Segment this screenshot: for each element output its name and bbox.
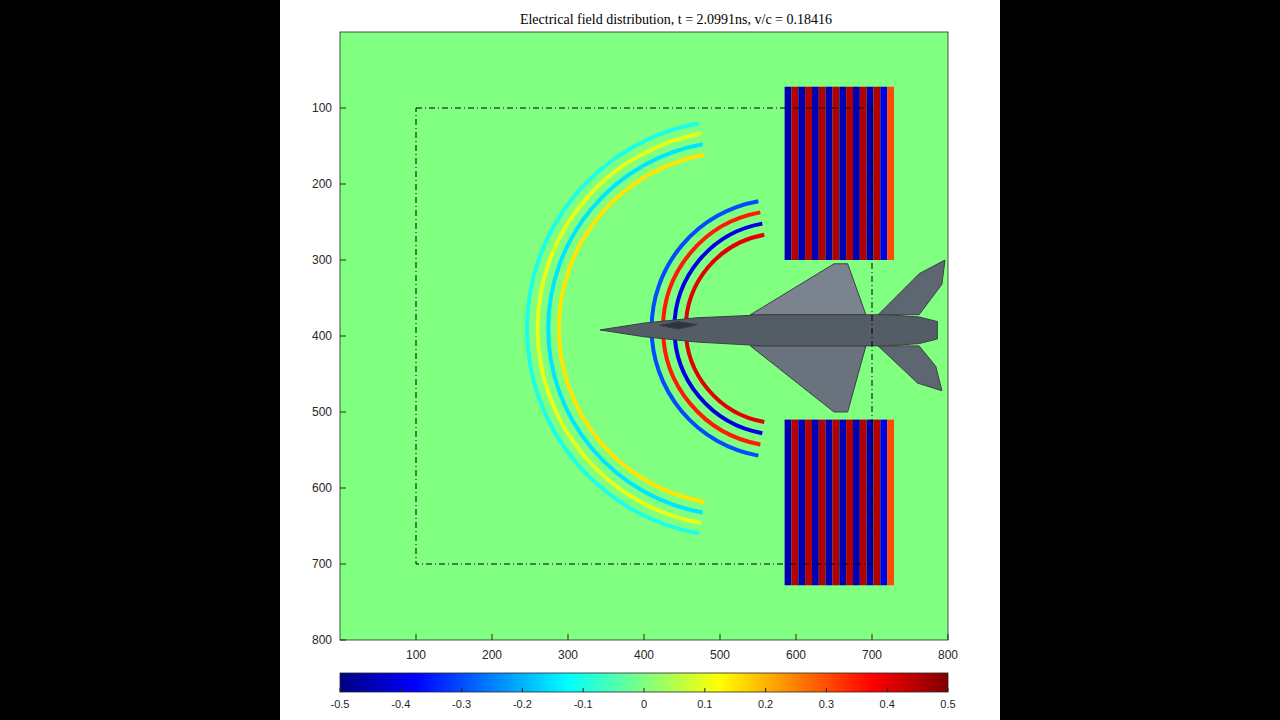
x-tick-label: 800 [938,648,958,662]
x-tick [720,634,721,640]
jet-canopy [659,322,697,330]
lower-stripe [819,420,826,586]
lower-stripe [839,420,846,586]
upper-stripe [860,87,867,260]
colorbar-tick-label: 0.2 [758,698,773,710]
x-tick-label: 500 [710,648,730,662]
upper-stripe [846,87,853,260]
lower-stripe [805,420,812,586]
x-tick [872,634,873,640]
colorbar-tick [400,688,401,692]
colorbar-tick-label: -0.2 [513,698,532,710]
colorbar-tick-label: 0.4 [880,698,895,710]
x-tick [568,634,569,640]
y-tick [340,184,346,185]
jet-wing [750,346,866,412]
colorbar-tick-label: -0.4 [391,698,410,710]
lower-stripe [791,420,798,586]
colorbar-tick [644,688,645,692]
y-tick-label: 800 [312,633,332,647]
y-tick [340,336,346,337]
colorbar-tick [765,688,766,692]
x-tick-label: 200 [482,648,502,662]
upper-stripe [853,87,860,260]
upper-stripe [819,87,826,260]
colorbar-tick-label: -0.1 [574,698,593,710]
x-tick [644,634,645,640]
y-tick-label: 300 [312,253,332,267]
colorbar [340,673,948,692]
y-tick-label: 500 [312,405,332,419]
y-tick [340,412,346,413]
x-tick [492,634,493,640]
upper-stripe [832,87,839,260]
y-tick-label: 700 [312,557,332,571]
x-tick-label: 400 [634,648,654,662]
lower-stripe [785,420,792,586]
colorbar-tick [826,688,827,692]
colorbar-tick [887,688,888,692]
x-tick [796,634,797,640]
lower-stripe [887,420,894,586]
upper-stripe [839,87,846,260]
y-tick-label: 200 [312,177,332,191]
colorbar-tick [948,688,949,692]
upper-stripe [791,87,798,260]
lower-stripe [874,420,881,586]
lower-stripe [798,420,805,586]
upper-stripe [887,87,894,260]
jet-fuselage [600,315,937,346]
y-tick [340,564,346,565]
figure-background [280,0,1000,720]
y-tick [340,640,346,641]
y-tick-label: 400 [312,329,332,343]
lower-stripe [860,420,867,586]
y-tick-label: 600 [312,481,332,495]
jet-tail [878,260,945,315]
lower-stripe [853,420,860,586]
boundary-box [416,108,872,564]
jet-wing [750,264,866,315]
x-tick-label: 100 [406,648,426,662]
lower-stripe [832,420,839,586]
lower-stripe [846,420,853,586]
colorbar-tick [461,688,462,692]
y-tick [340,488,346,489]
field-background [340,32,948,640]
upper-stripe [826,87,833,260]
upper-stripe [805,87,812,260]
colorbar-tick-label: 0.1 [697,698,712,710]
lower-stripe [880,420,887,586]
plot-area [340,32,948,640]
y-tick [340,108,346,109]
colorbar-tick-label: 0.5 [940,698,955,710]
colorbar-tick [704,688,705,692]
lower-stripe [826,420,833,586]
x-tick [948,634,949,640]
upper-stripe [880,87,887,260]
lower-stripe [812,420,819,586]
jet-tail [878,346,942,391]
colorbar-tick-label: 0 [641,698,647,710]
colorbar-tick [522,688,523,692]
y-tick-label: 100 [312,101,332,115]
colorbar-tick-label: -0.5 [331,698,350,710]
title: Electrical field distribution, t = 2.099… [520,12,832,27]
x-tick-label: 300 [558,648,578,662]
upper-stripe [812,87,819,260]
x-tick [416,634,417,640]
x-tick-label: 600 [786,648,806,662]
colorbar-tick-label: 0.3 [819,698,834,710]
figure: 100 200 300 400 500 600 700 800 100 200 300 400 500 6… [0,0,1280,720]
axes-frame [340,32,948,640]
colorbar-tick-label: -0.3 [452,698,471,710]
upper-stripe [785,87,792,260]
colorbar-tick [583,688,584,692]
upper-stripe [874,87,881,260]
x-tick-label: 700 [862,648,882,662]
colorbar-tick [340,688,341,692]
y-tick [340,260,346,261]
upper-stripe [798,87,805,260]
